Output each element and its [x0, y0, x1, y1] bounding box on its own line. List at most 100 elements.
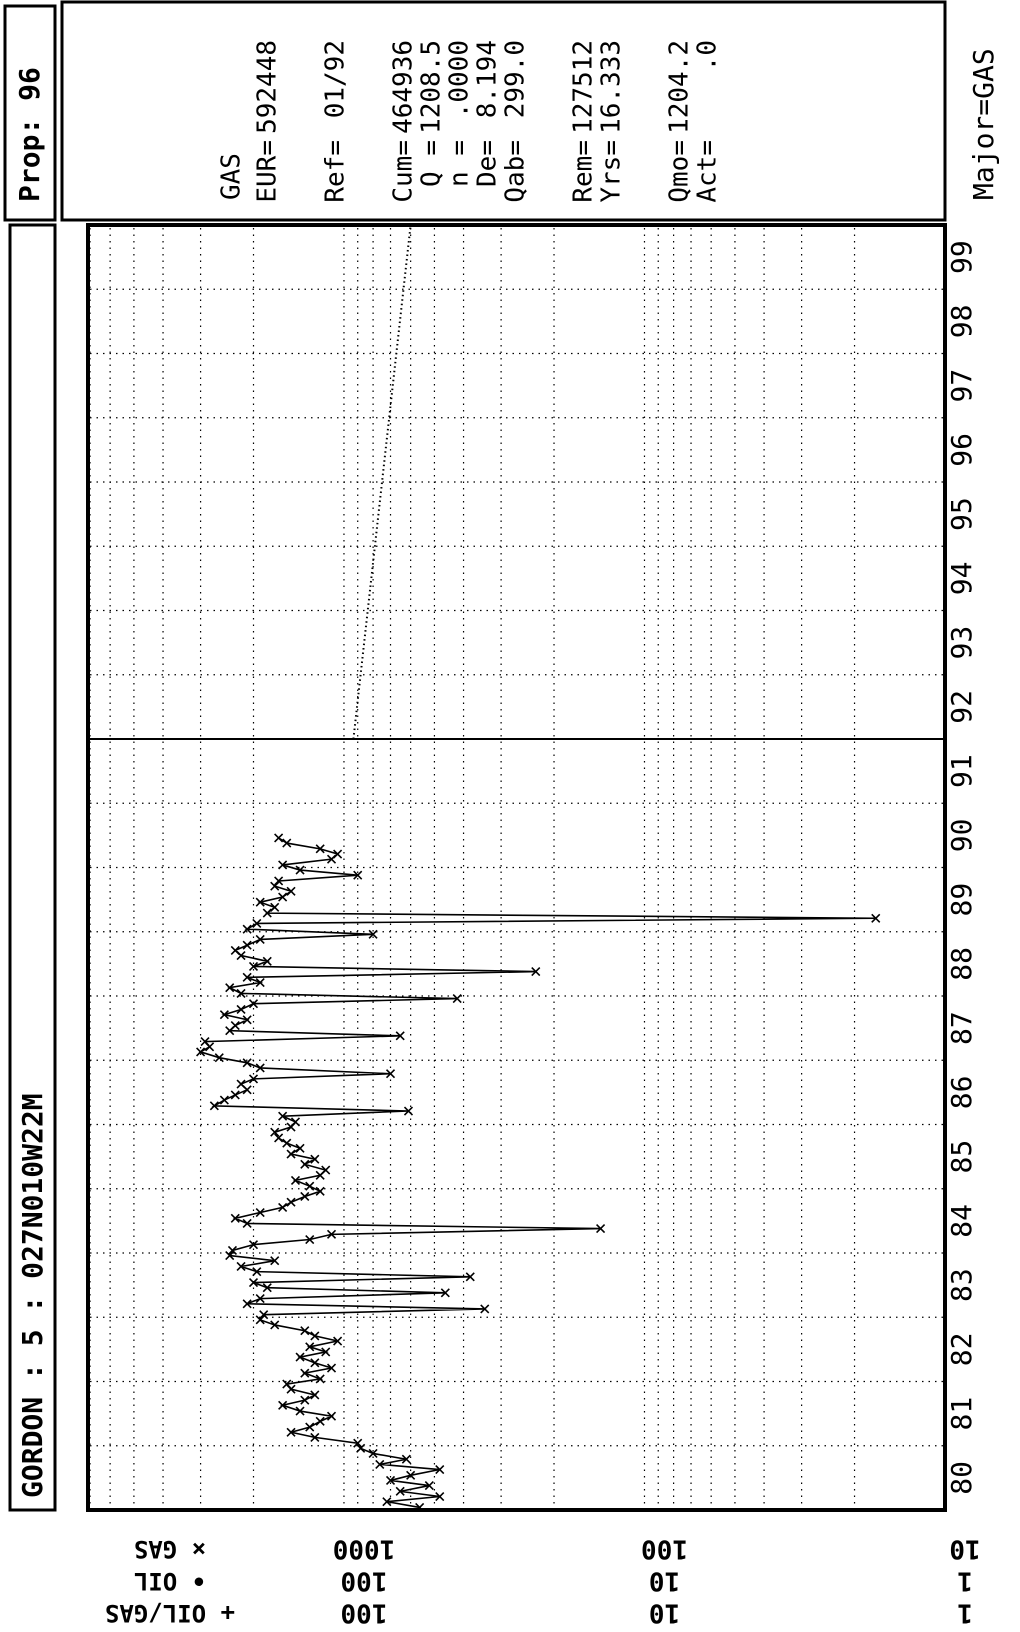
gas-point	[315, 844, 325, 854]
x-tick-label: 83	[945, 1268, 978, 1302]
gas-point	[295, 1406, 305, 1416]
gas-point	[596, 1224, 606, 1234]
gas-point	[274, 876, 284, 886]
gas-point	[305, 1342, 315, 1352]
gas-point	[270, 902, 280, 912]
gas-point	[321, 1165, 331, 1175]
x-tick-label: 96	[945, 433, 978, 467]
x-tick-label: 95	[945, 497, 978, 531]
gas-point	[219, 1095, 229, 1105]
y-tick-label: 100	[641, 1534, 688, 1564]
gas-point	[255, 1315, 265, 1325]
x-tick-label: 99	[945, 240, 978, 274]
legend-symbol: ×	[192, 1535, 206, 1563]
info-value: 127512	[569, 40, 599, 134]
gas-point	[406, 1470, 416, 1480]
info-label: Ref=	[321, 140, 351, 203]
gas-point	[395, 1486, 405, 1496]
gas-point	[435, 1464, 445, 1475]
info-label: De=	[473, 140, 503, 187]
gas-point	[230, 945, 240, 955]
gas-point	[236, 1004, 246, 1015]
gas-point	[531, 967, 541, 977]
gas-point	[242, 1015, 252, 1025]
axis-row-legend: + OIL/GAS	[105, 1599, 235, 1627]
gas-point	[315, 1374, 325, 1384]
gas-point	[286, 1427, 296, 1437]
gas-point	[278, 1202, 288, 1212]
gas-point	[401, 1454, 411, 1464]
x-tick-label: 88	[945, 947, 978, 981]
gas-point	[286, 886, 296, 896]
rotated-chart: GORDON : 5 : 027N010W22M Prop: 96 Major=…	[3, 0, 1000, 1628]
info-label: Qmo=	[665, 140, 695, 203]
gas-point	[255, 934, 265, 945]
gas-point	[274, 833, 284, 843]
gas-point	[295, 865, 305, 875]
gas-point	[286, 1149, 296, 1159]
info-value: 1208.5	[417, 40, 447, 134]
gas-point	[326, 1411, 337, 1421]
gas-point	[310, 1358, 320, 1368]
gas-point	[315, 1416, 325, 1426]
x-tick-label: 94	[945, 562, 978, 596]
gas-point	[286, 1197, 296, 1207]
gas-point	[236, 1079, 246, 1089]
gas-point	[353, 1438, 363, 1448]
gas-point	[270, 1127, 280, 1137]
gas-point	[465, 1272, 475, 1282]
x-tick-label: 98	[945, 305, 978, 339]
legend-name: OIL	[134, 1567, 177, 1595]
gas-point	[252, 1267, 262, 1277]
gas-point	[262, 956, 272, 966]
info-label: Cum=	[389, 140, 419, 203]
y-tick-label: 10	[649, 1566, 680, 1596]
gas-point	[270, 1256, 280, 1266]
gas-point	[242, 924, 252, 934]
gas-point	[300, 1326, 310, 1336]
gas-point	[248, 1240, 259, 1250]
x-tick-label: 90	[945, 819, 978, 853]
gas-point	[385, 1069, 396, 1079]
info-value: 1204.2	[665, 40, 695, 134]
prop-box	[3, 4, 57, 222]
gas-point	[310, 1390, 320, 1400]
legend-name: OIL/GAS	[105, 1599, 206, 1627]
info-label: n =	[445, 140, 475, 187]
legend-name: GAS	[134, 1535, 177, 1563]
major-label: Major=GAS	[967, 48, 1000, 200]
gas-point	[305, 1422, 315, 1432]
gas-point	[262, 1283, 272, 1293]
info-value: 01/92	[321, 40, 351, 118]
gas-point	[315, 1186, 325, 1196]
legend-symbol: +	[221, 1599, 235, 1627]
gas-point	[255, 1207, 265, 1218]
info-value: .0000	[445, 40, 475, 118]
gas-point	[242, 972, 252, 982]
gas-point	[368, 1448, 378, 1459]
gas-point	[219, 1010, 229, 1020]
x-tick-label: 89	[945, 883, 978, 917]
gas-point	[395, 1031, 405, 1041]
gas-point	[282, 1138, 292, 1148]
info-label: Q =	[417, 140, 447, 187]
gas-point	[196, 1047, 206, 1057]
gas-point	[300, 1191, 310, 1202]
gas-point	[274, 1133, 284, 1143]
y-tick-label: 100	[340, 1566, 387, 1596]
gas-point	[282, 1379, 292, 1389]
gas-point	[255, 977, 265, 988]
gas-point	[368, 929, 378, 939]
gas-point	[242, 940, 252, 950]
gas-point	[295, 1143, 305, 1153]
y-tick-label: 10	[949, 1534, 980, 1564]
x-tick-label: 97	[945, 369, 978, 403]
gas-point	[435, 1491, 445, 1502]
gas-point	[278, 892, 288, 902]
gas-point	[209, 1101, 219, 1111]
gas-point	[300, 1159, 310, 1169]
gas-point	[225, 1251, 235, 1261]
info-box	[60, 0, 947, 222]
info-label: Act=	[693, 140, 723, 203]
